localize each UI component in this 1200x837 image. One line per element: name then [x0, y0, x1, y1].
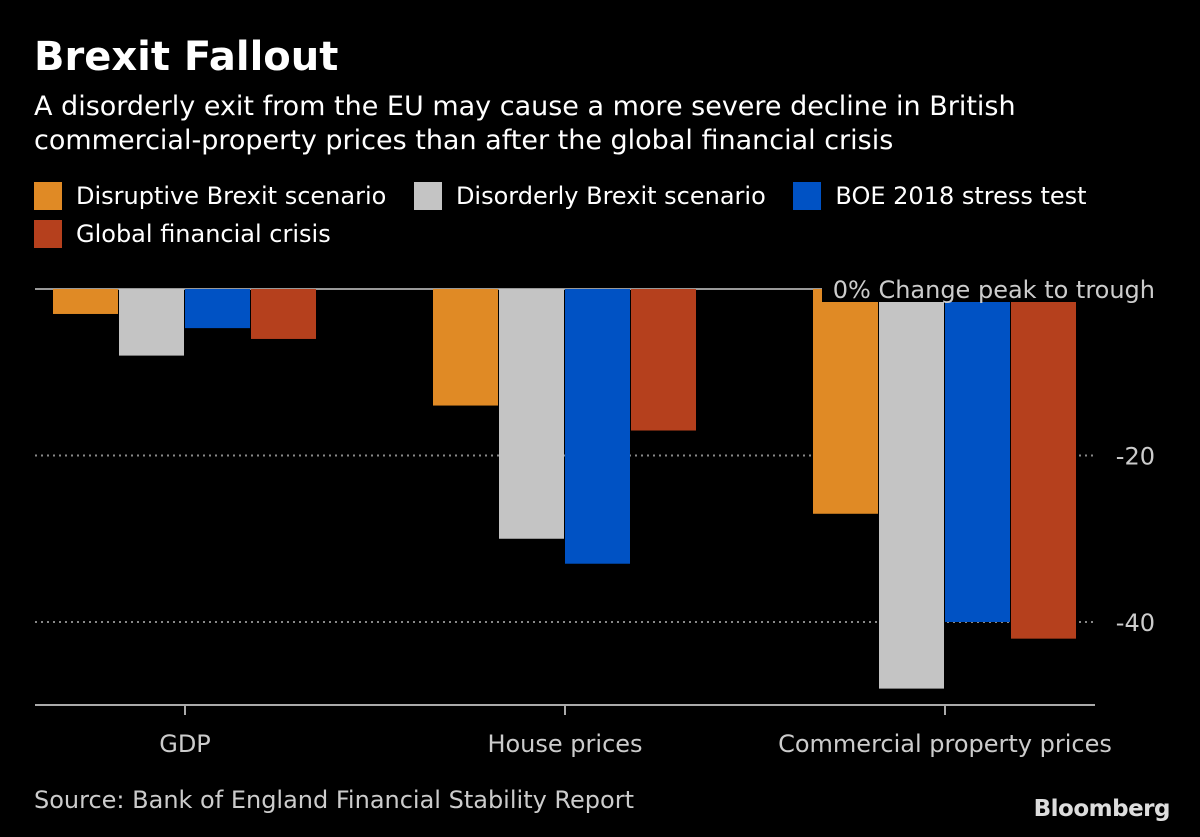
bar-0-1 [433, 289, 498, 406]
bar-3-1 [631, 289, 696, 431]
legend-label: BOE 2018 stress test [835, 182, 1087, 210]
legend-item-disorderly: Disorderly Brexit scenario [413, 178, 766, 214]
legend: Disruptive Brexit scenario Disorderly Br… [34, 178, 1174, 254]
legend-item-boe: BOE 2018 stress test [793, 178, 1087, 214]
chart-title: Brexit Fallout [34, 34, 339, 80]
bar-1-0 [119, 289, 184, 356]
bar-2-1 [565, 289, 630, 564]
legend-label: Disorderly Brexit scenario [455, 182, 766, 210]
legend-item-gfc: Global financial crisis [34, 216, 331, 252]
ytick-label: -20 [1116, 443, 1155, 471]
bar-3-0 [251, 289, 316, 339]
chart-subtitle: A disorderly exit from the EU may cause … [34, 91, 1016, 156]
bar-0-0 [53, 289, 118, 314]
bar-2-0 [185, 289, 250, 329]
source-note: Source: Bank of England Financial Stabil… [34, 786, 634, 814]
x-tick-label: House prices [487, 730, 642, 758]
legend-swatch [34, 220, 62, 248]
ytick-label: -40 [1116, 609, 1155, 637]
legend-item-disruptive: Disruptive Brexit scenario [34, 178, 386, 214]
bloomberg-logo: Bloomberg [1033, 796, 1171, 822]
ylabel-background [822, 272, 1162, 302]
ytick-label-0: 0% Change peak to trough [833, 276, 1155, 304]
bar-1-2 [879, 289, 944, 689]
x-tick-label: GDP [159, 730, 211, 758]
legend-swatch [413, 182, 442, 210]
bar-1-1 [499, 289, 564, 539]
legend-label: Disruptive Brexit scenario [76, 182, 387, 210]
bar-0-2 [813, 289, 878, 514]
legend-label: Global financial crisis [76, 220, 331, 248]
legend-swatch [793, 182, 822, 210]
bar-3-2 [1011, 289, 1076, 639]
bar-2-2 [945, 289, 1010, 622]
legend-swatch [34, 182, 62, 210]
x-tick-label: Commercial property prices [778, 730, 1112, 758]
